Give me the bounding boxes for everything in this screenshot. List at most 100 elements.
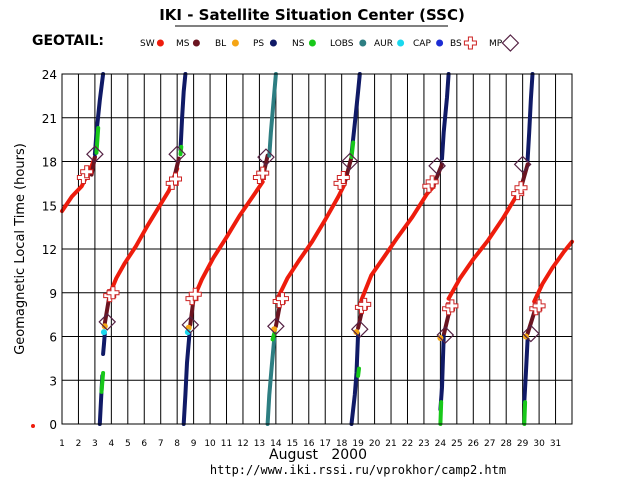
x-tick-label: 7 — [158, 439, 164, 449]
mp-marker — [350, 320, 369, 339]
x-tick-label: 13 — [254, 439, 265, 449]
point-aur — [184, 329, 191, 336]
bs-marker — [445, 299, 459, 313]
x-tick-label: 25 — [451, 439, 462, 449]
legend-marker-mp — [501, 34, 520, 52]
series-bs — [76, 165, 546, 316]
mp-marker — [168, 145, 187, 164]
trajectory-segment-ps — [349, 331, 361, 426]
origin-dot — [31, 424, 35, 428]
point-bl — [101, 323, 108, 330]
trajectory-segment-ps — [178, 72, 188, 152]
legend: SW MS BL PS NS LOBS AUR CAP BS MP — [140, 34, 520, 52]
x-tick-label: 10 — [204, 439, 216, 449]
trajectory-segment-ps — [440, 72, 451, 161]
legend-label-ms: MS — [176, 39, 190, 49]
trajectory-segment-ps — [181, 331, 192, 426]
x-tick-label: 3 — [92, 439, 98, 449]
x-tick-label: 26 — [468, 439, 480, 449]
bs-marker — [358, 297, 372, 311]
bs-marker — [514, 181, 528, 195]
trajectory-segment-lobs — [267, 72, 278, 158]
y-axis-ticks: 24 21 18 15 12 9 6 3 0 — [42, 68, 57, 432]
x-tick-label: 6 — [141, 439, 147, 449]
x-tick-label: 14 — [270, 439, 282, 449]
mp-marker — [267, 317, 285, 336]
x-tick-label: 16 — [303, 439, 315, 449]
x-tick-label: 20 — [369, 439, 381, 449]
x-tick-label: 12 — [237, 439, 248, 449]
legend-marker-cap — [436, 39, 444, 47]
series-aur — [100, 329, 191, 336]
trajectory-segment-ns — [356, 366, 361, 378]
mp-marker — [257, 148, 275, 166]
legend-label-bl: BL — [215, 39, 226, 49]
trajectory-segment-ns — [522, 400, 528, 426]
mp-marker — [86, 145, 104, 164]
plot-grid — [62, 74, 572, 424]
trajectory-segment-sw — [359, 184, 436, 302]
y-tick-label: 12 — [42, 243, 57, 257]
mp-marker — [341, 152, 359, 171]
legend-marker-ns — [308, 39, 316, 47]
y-axis-label: Geomagnetic Local Time (hours) — [13, 143, 28, 355]
source-url: http://www.iki.rssi.ru/vprokhor/camp2.ht… — [210, 463, 506, 477]
legend-label-bs: BS — [450, 39, 462, 49]
bs-marker — [188, 287, 202, 301]
x-axis-label: August 2000 — [269, 447, 367, 463]
plot-data — [31, 72, 574, 428]
trajectory-segment-ps — [101, 331, 107, 356]
y-tick-label: 9 — [49, 287, 57, 301]
point-aur — [100, 329, 107, 336]
mp-marker — [98, 313, 117, 331]
x-tick-label: 18 — [336, 439, 348, 449]
y-tick-label: 15 — [42, 199, 57, 213]
legend-marker-bs — [463, 36, 477, 50]
legend-marker-aur — [397, 39, 405, 47]
x-tick-label: 22 — [402, 439, 413, 449]
y-tick-label: 3 — [49, 374, 57, 388]
x-tick-label: 19 — [352, 439, 364, 449]
x-tick-label: 30 — [533, 439, 545, 449]
y-tick-label: 21 — [42, 112, 57, 126]
legend-label-sw: SW — [140, 39, 155, 49]
mp-marker — [513, 155, 532, 174]
x-tick-label: 29 — [517, 439, 529, 449]
legend-marker-sw — [156, 39, 164, 47]
point-bl — [353, 329, 360, 336]
series-lobs — [265, 72, 278, 426]
trajectory-segment-sw — [275, 181, 347, 301]
trajectory-segment-sw — [191, 179, 265, 301]
satellite-name: GEOTAIL: — [32, 33, 104, 49]
x-axis-ticks: 1 2 3 4 5 6 7 8 9 10 11 12 13 14 15 16 17 18 19 20 21 22 23 24 2… — [59, 439, 561, 449]
x-tick-label: 23 — [418, 439, 429, 449]
y-tick-label: 0 — [49, 418, 57, 432]
y-tick-label: 18 — [42, 156, 57, 170]
mp-marker — [181, 315, 200, 334]
x-tick-label: 21 — [385, 439, 396, 449]
trajectory-segment-ns — [270, 331, 277, 342]
x-tick-label: 8 — [174, 439, 180, 449]
mp-marker — [436, 326, 455, 344]
bs-marker — [80, 165, 94, 179]
plot-frame — [61, 73, 573, 425]
x-tick-label: 9 — [191, 439, 197, 449]
legend-label-lobs: LOBS — [330, 39, 354, 49]
legend-marker-lobs — [359, 39, 367, 47]
legend-label-cap: CAP — [413, 39, 431, 49]
trajectory-segment-ns — [99, 371, 106, 394]
series-bl — [101, 323, 529, 341]
trajectory-segment-sw — [107, 166, 180, 297]
mp-marker — [522, 324, 540, 343]
series-ns — [94, 126, 528, 426]
x-tick-label: 28 — [500, 439, 512, 449]
bs-marker — [256, 166, 270, 180]
bs-marker — [336, 171, 350, 185]
legend-label-mp: MP — [489, 39, 503, 49]
legend-label-ns: NS — [292, 39, 305, 49]
legend-label-ps: PS — [253, 39, 264, 49]
y-tick-label: 24 — [42, 68, 57, 82]
x-tick-label: 5 — [125, 439, 131, 449]
x-tick-label: 4 — [108, 439, 114, 449]
series-ms — [89, 153, 538, 337]
